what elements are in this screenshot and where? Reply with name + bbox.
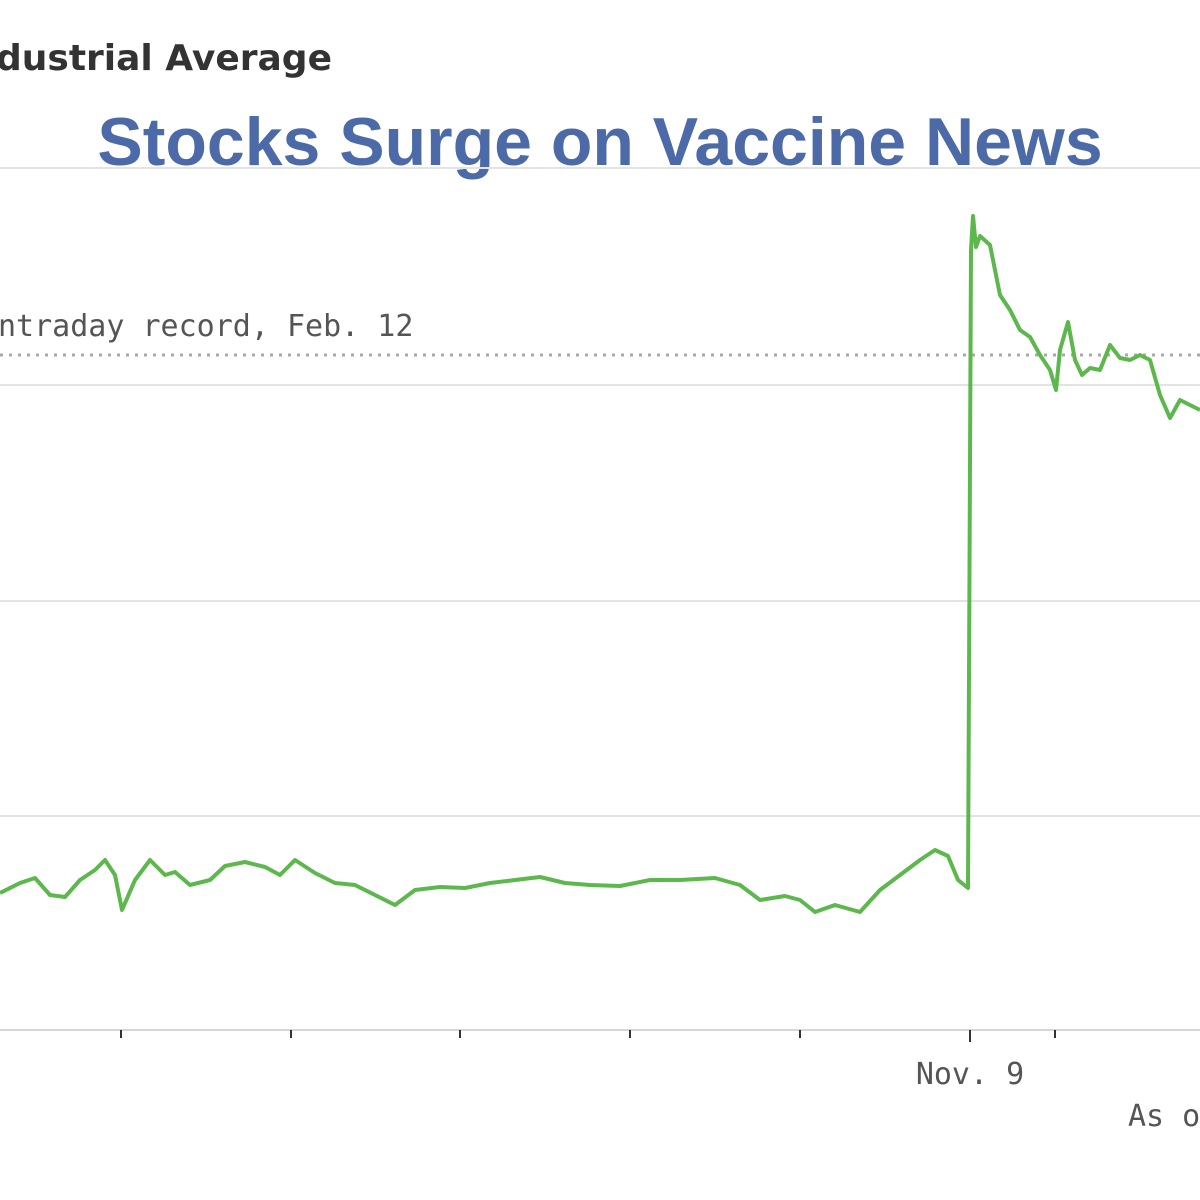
footnote: As of	[1128, 1099, 1200, 1134]
intraday-record-label: ntraday record, Feb. 12	[0, 309, 413, 344]
x-axis-ticks	[120, 1030, 1056, 1042]
gridlines	[0, 167, 1200, 1031]
x-tick-label-nov-9: Nov. 9	[916, 1057, 1024, 1092]
dow-line-series	[0, 214, 1200, 914]
chart-subtitle: dustrial Average	[0, 38, 332, 79]
